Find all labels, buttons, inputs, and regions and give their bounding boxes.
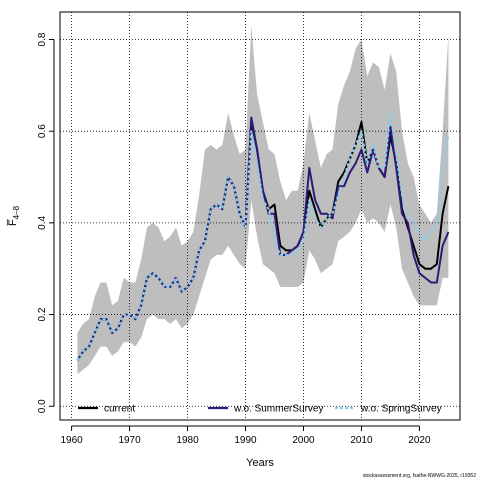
x-tick-label: 2020 [408,435,431,446]
x-tick-label: 1970 [118,435,141,446]
x-tick-label: 2000 [292,435,315,446]
x-tick-label: 1990 [234,435,257,446]
y-axis-title-subscript: 4–8 [12,205,21,219]
y-tick-label: 0.8 [37,32,48,46]
source-note: stockassessment.org, fsathe-NWWG-2025, r… [363,473,476,479]
legend-label-1: w.o. SummerSurvey [233,404,323,415]
series-layer [76,111,450,361]
y-tick-label: 0.2 [37,307,48,321]
y-axis-title-main: F̅ [7,218,19,226]
legend-label-2: w.o. SpringSurvey [360,404,442,415]
x-tick-label: 2010 [350,435,373,446]
series-line-1 [76,116,450,361]
x-axis-title: Years [246,457,274,469]
plot-frame [59,11,461,421]
y-axis: 0.0 0.2 0.4 0.6 0.8 [37,32,55,413]
x-tick-label: 1980 [176,435,199,446]
x-axis: 1960 1970 1980 1990 2000 2010 2020 [60,425,431,446]
legend-label-0: current [104,404,135,415]
legend: current w.o. SummerSurvey w.o. SpringSurve… [78,404,442,415]
series-line-2 [76,111,450,361]
x-tick-label: 1960 [60,435,83,446]
y-tick-label: 0.6 [37,124,48,138]
y-tick-label: 0.0 [37,399,48,413]
y-axis-title: F̅4–8 [7,205,21,226]
y-tick-label: 0.4 [37,215,48,229]
